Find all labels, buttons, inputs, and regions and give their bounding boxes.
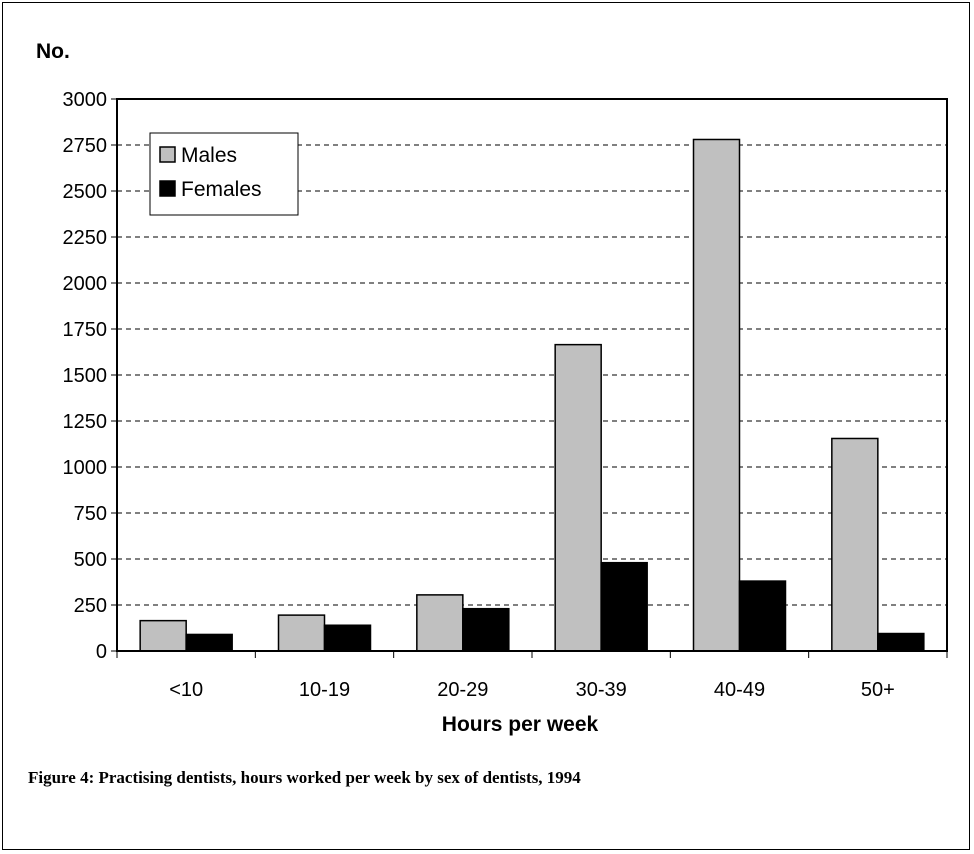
- y-tick-label: 2250: [63, 227, 108, 249]
- legend-label-males: Males: [181, 144, 237, 167]
- x-axis-label: Hours per week: [442, 713, 599, 736]
- bar-males-3: [554, 343, 602, 652]
- y-axis: 0 250 500 750 1000 1250 1500 1750 2000 2250 2500 27…: [63, 89, 117, 663]
- y-tick-label: 0: [96, 641, 107, 663]
- bar-males-0: [139, 619, 187, 652]
- bar-males-2: [416, 594, 464, 652]
- bar-females-4: [738, 580, 787, 652]
- x-tick-label: 40-49: [714, 679, 765, 701]
- legend-swatch-females: [159, 180, 176, 197]
- bar-females-1: [323, 624, 372, 652]
- y-tick-label: 750: [74, 503, 107, 525]
- bars: [139, 138, 925, 652]
- x-tick-label: 50+: [861, 679, 895, 701]
- bar-males-5: [831, 437, 879, 652]
- legend-label-females: Females: [181, 178, 262, 201]
- y-tick-label: 3000: [63, 89, 108, 111]
- bar-females-5: [877, 632, 925, 652]
- y-tick-label: 2000: [63, 273, 108, 295]
- legend: Males Females: [149, 132, 299, 216]
- y-axis-label: No.: [36, 40, 70, 63]
- y-tick-label: 500: [74, 549, 107, 571]
- x-axis: <10 10-19 20-29 30-39 40-49 50+: [116, 651, 948, 701]
- bar-males-1: [277, 614, 326, 652]
- bar-females-2: [462, 607, 510, 652]
- y-tick-label: 2750: [63, 135, 108, 157]
- figure-caption: Figure 4: Practising dentists, hours wor…: [28, 768, 581, 787]
- y-tick-label: 250: [74, 595, 107, 617]
- y-tick-label: 1250: [63, 411, 108, 433]
- bar-females-3: [600, 561, 648, 652]
- x-tick-label: 20-29: [437, 679, 488, 701]
- x-tick-label: <10: [169, 679, 203, 701]
- x-tick-label: 10-19: [299, 679, 350, 701]
- y-tick-label: 1000: [63, 457, 108, 479]
- y-tick-label: 2500: [63, 181, 108, 203]
- bar-females-0: [185, 633, 233, 652]
- y-tick-label: 1500: [63, 365, 108, 387]
- x-tick-label: 30-39: [576, 679, 627, 701]
- legend-swatch-males: [159, 146, 176, 163]
- y-tick-label: 1750: [63, 319, 108, 341]
- bar-males-4: [692, 138, 741, 652]
